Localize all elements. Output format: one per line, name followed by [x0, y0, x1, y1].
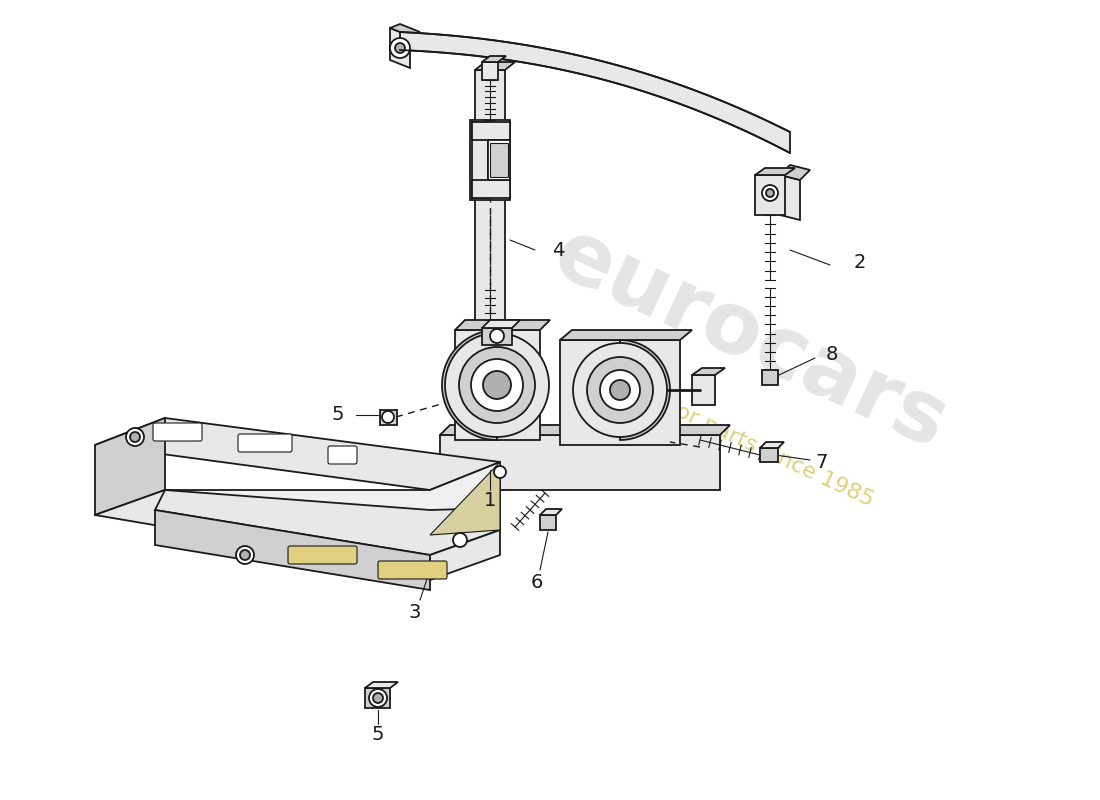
Circle shape	[373, 693, 383, 703]
Polygon shape	[165, 462, 501, 535]
Text: 2: 2	[854, 253, 866, 271]
Circle shape	[600, 370, 640, 410]
Circle shape	[126, 428, 144, 446]
Polygon shape	[430, 462, 500, 535]
Polygon shape	[472, 122, 488, 198]
Circle shape	[446, 333, 549, 437]
Polygon shape	[440, 435, 720, 490]
Circle shape	[587, 357, 653, 423]
Polygon shape	[472, 180, 510, 198]
Text: 5: 5	[372, 725, 384, 743]
Polygon shape	[455, 330, 540, 440]
Polygon shape	[692, 375, 715, 405]
Polygon shape	[379, 410, 397, 425]
Text: 8: 8	[826, 345, 838, 363]
Circle shape	[390, 38, 410, 58]
Polygon shape	[155, 510, 430, 590]
Text: 6: 6	[531, 573, 543, 591]
Polygon shape	[365, 682, 398, 688]
Polygon shape	[440, 425, 730, 435]
Polygon shape	[780, 175, 800, 220]
Circle shape	[236, 546, 254, 564]
Circle shape	[490, 329, 504, 343]
Polygon shape	[390, 24, 420, 36]
Circle shape	[368, 689, 387, 707]
FancyBboxPatch shape	[288, 546, 358, 564]
Polygon shape	[482, 328, 512, 345]
Polygon shape	[692, 368, 725, 375]
Polygon shape	[755, 175, 785, 215]
Circle shape	[382, 411, 394, 423]
Circle shape	[494, 466, 506, 478]
Circle shape	[471, 359, 522, 411]
Polygon shape	[390, 28, 410, 68]
FancyBboxPatch shape	[328, 446, 358, 464]
Polygon shape	[475, 70, 505, 490]
Polygon shape	[472, 122, 510, 140]
Polygon shape	[758, 180, 780, 215]
Text: 3: 3	[409, 602, 421, 622]
Text: 1: 1	[484, 490, 496, 510]
Circle shape	[610, 380, 630, 400]
Polygon shape	[490, 143, 508, 177]
Polygon shape	[758, 172, 780, 185]
Text: 7: 7	[816, 453, 828, 471]
Polygon shape	[482, 320, 520, 328]
Polygon shape	[762, 370, 778, 385]
Circle shape	[573, 343, 667, 437]
Polygon shape	[560, 340, 680, 445]
Circle shape	[459, 347, 535, 423]
Polygon shape	[620, 340, 670, 440]
FancyBboxPatch shape	[238, 434, 292, 452]
Circle shape	[130, 432, 140, 442]
Polygon shape	[540, 515, 556, 530]
Polygon shape	[365, 688, 390, 708]
Polygon shape	[155, 490, 501, 555]
Text: a passion for parts since 1985: a passion for parts since 1985	[563, 350, 877, 510]
Polygon shape	[488, 140, 510, 180]
Polygon shape	[540, 509, 562, 515]
Text: 4: 4	[552, 241, 564, 259]
Text: eurocars: eurocars	[540, 213, 960, 467]
Polygon shape	[95, 490, 430, 560]
Polygon shape	[755, 168, 795, 175]
Text: 5: 5	[332, 406, 344, 425]
Polygon shape	[470, 120, 510, 200]
Polygon shape	[780, 165, 810, 180]
Circle shape	[762, 185, 778, 201]
Polygon shape	[760, 442, 784, 448]
Polygon shape	[560, 330, 692, 340]
Circle shape	[766, 189, 774, 197]
Polygon shape	[475, 62, 515, 70]
Circle shape	[395, 43, 405, 53]
Polygon shape	[442, 330, 497, 440]
Circle shape	[483, 371, 512, 399]
Circle shape	[453, 533, 468, 547]
Polygon shape	[430, 530, 500, 580]
Polygon shape	[455, 320, 550, 330]
FancyBboxPatch shape	[153, 423, 202, 441]
Polygon shape	[760, 448, 778, 462]
Polygon shape	[95, 418, 500, 490]
Polygon shape	[400, 32, 790, 153]
Circle shape	[240, 550, 250, 560]
Polygon shape	[482, 56, 506, 62]
FancyBboxPatch shape	[378, 561, 447, 579]
Polygon shape	[95, 418, 165, 515]
Polygon shape	[482, 62, 498, 80]
